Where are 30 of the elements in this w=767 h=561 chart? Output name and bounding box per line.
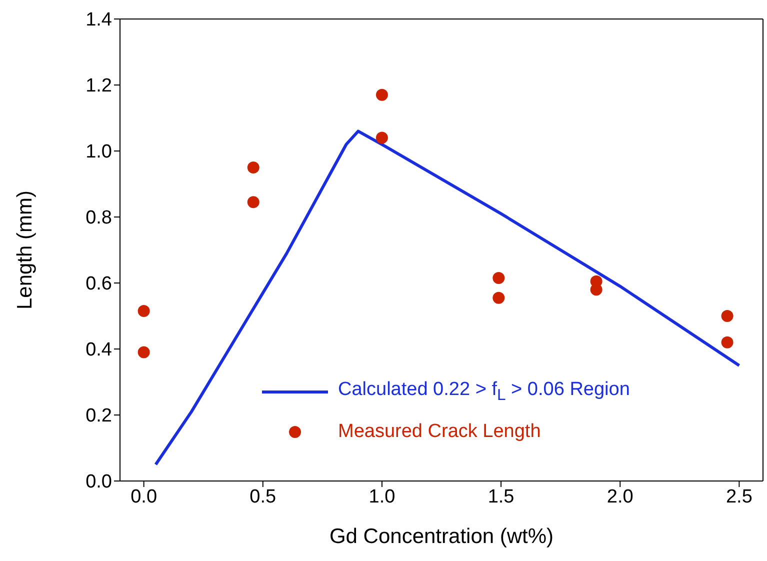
y-tick-label: 0.8 [86,208,112,229]
y-axis-title: Length (mm) [13,190,36,310]
x-tick-label: 1.5 [488,486,514,508]
point [376,132,388,144]
y-tick-label: 0.4 [86,340,112,361]
y-tick-label: 1.0 [86,142,112,163]
point [138,346,150,358]
y-tick-label: 0.6 [86,274,112,295]
point [492,292,505,304]
point [590,284,602,296]
y-tick-label: 1.4 [86,10,112,31]
x-tick-label: 0.5 [250,486,276,508]
point [376,88,388,101]
x-tick-label: 2.5 [726,486,752,508]
legend-label: Calculated 0.22 > f$_{L}$ > 0.06 Region [338,379,630,405]
line-series [154,130,741,466]
point [721,336,734,348]
point [247,196,260,208]
x-axis-title: Gd Concentration (wt%) [329,525,554,548]
x-tick-label: 2.0 [606,486,634,508]
y-tick-label: 0.0 [86,472,112,493]
point [492,272,505,284]
legend-label: Measured Crack Length [338,421,541,443]
x-tick-label: 1.0 [368,486,396,508]
point [721,310,734,322]
y-tick-label: 1.2 [86,76,112,97]
y-tick-label: 0.2 [86,406,112,427]
point [247,162,260,174]
point [138,305,150,318]
x-tick-label: 0.0 [130,486,158,508]
